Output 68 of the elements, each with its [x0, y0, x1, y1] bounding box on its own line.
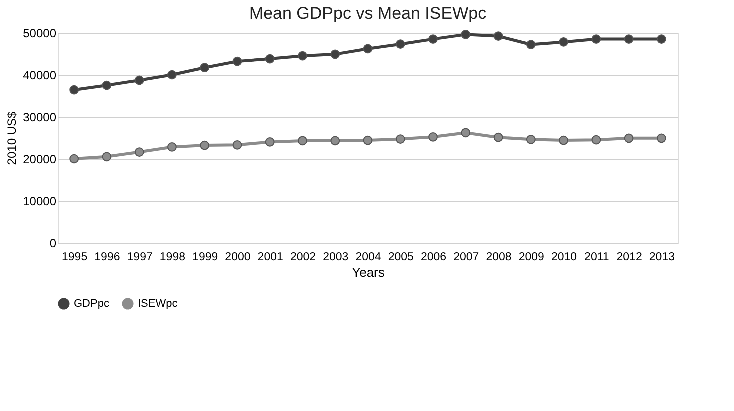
- y-axis-title: 2010 US$: [5, 111, 20, 166]
- point: [70, 85, 79, 95]
- x-tick-label: 1998: [160, 252, 186, 264]
- x-tick-label: 2001: [258, 252, 284, 264]
- x-tick-label: 1996: [94, 252, 120, 264]
- point: [461, 30, 471, 40]
- point: [232, 56, 242, 66]
- point: [70, 154, 79, 164]
- x-tick-label: 2013: [649, 252, 675, 264]
- y-tick-label: 10000: [23, 194, 57, 208]
- point: [363, 136, 373, 146]
- point: [134, 148, 144, 157]
- point: [102, 152, 112, 162]
- point: [330, 50, 340, 60]
- point: [494, 132, 504, 142]
- x-tick-label: 1995: [62, 252, 88, 264]
- point: [494, 32, 504, 42]
- point: [592, 135, 602, 145]
- legend-label: GDPpc: [74, 298, 110, 310]
- point: [396, 40, 406, 50]
- point: [200, 140, 210, 150]
- x-tick-label: 1997: [127, 252, 153, 264]
- chart-title: Mean GDPpc vs Mean ISEWpc: [249, 4, 488, 23]
- point: [200, 63, 210, 73]
- y-tick-label: 0: [50, 236, 57, 250]
- x-tick-label: 2006: [420, 252, 447, 264]
- y-tick-label: 20000: [23, 152, 57, 166]
- x-tick-label: 2012: [616, 252, 642, 264]
- x-tick-label: 2008: [486, 252, 512, 264]
- x-tick-label: 2009: [518, 252, 544, 264]
- point: [657, 134, 666, 144]
- point: [559, 38, 568, 47]
- point: [428, 34, 438, 44]
- x-tick-label: 2011: [584, 252, 610, 264]
- x-tick-label: 2007: [454, 252, 480, 264]
- point: [624, 134, 634, 144]
- x-tick-label: 2003: [323, 252, 349, 264]
- point: [624, 34, 634, 44]
- x-tick-label: 2000: [225, 252, 251, 264]
- point: [428, 132, 438, 142]
- y-tick-label: 50000: [23, 26, 57, 40]
- y-tick-label: 40000: [23, 68, 57, 82]
- point: [168, 70, 177, 80]
- point: [559, 136, 568, 146]
- point: [396, 134, 406, 144]
- point: [592, 34, 602, 44]
- x-tick-label: 2004: [356, 252, 382, 264]
- point: [265, 138, 275, 147]
- point: [363, 44, 373, 54]
- point: [461, 128, 471, 138]
- point: [102, 80, 112, 90]
- x-tick-label: 2002: [290, 252, 316, 264]
- x-tick-label: 2005: [388, 252, 414, 264]
- point: [168, 142, 177, 152]
- x-axis-title: Years: [352, 265, 386, 280]
- y-tick-label: 30000: [23, 110, 57, 124]
- point: [657, 34, 666, 44]
- point: [134, 76, 144, 86]
- point: [526, 135, 536, 144]
- x-tick-label: 2010: [551, 252, 578, 264]
- point: [330, 136, 340, 146]
- x-tick-label: 1999: [192, 252, 218, 264]
- point: [526, 40, 536, 50]
- legend-label: ISEWpc: [138, 298, 178, 310]
- point: [232, 140, 242, 150]
- point: [265, 54, 275, 64]
- point: [298, 136, 308, 146]
- point: [298, 51, 308, 61]
